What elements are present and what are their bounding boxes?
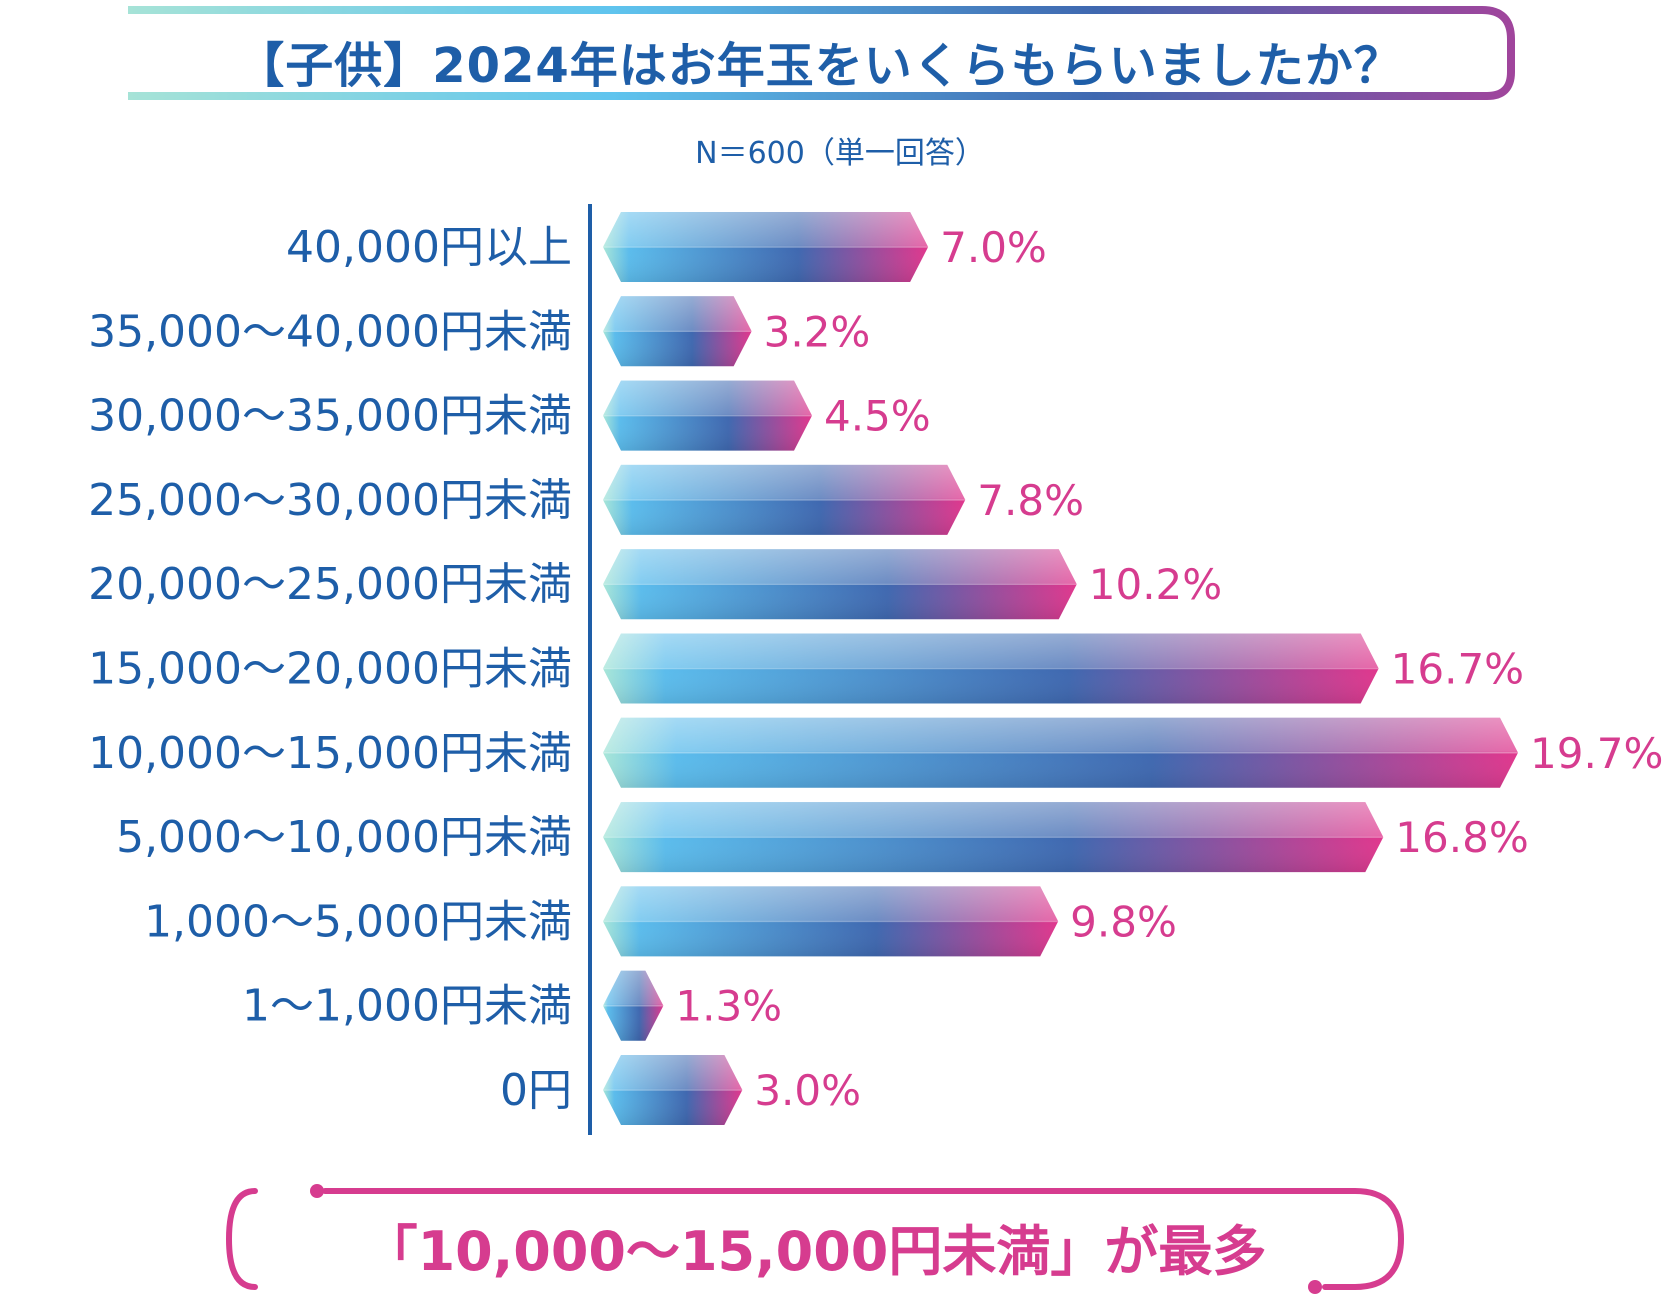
bar-chart: 40,000円以上 7.0% 35,000～40,000円未満 3.2% 30,000～…	[88, 204, 1663, 1135]
bar-highlight	[603, 717, 1518, 788]
title-border	[128, 6, 1515, 100]
value-label: 16.8%	[1395, 813, 1528, 862]
category-label: 40,000円以上	[286, 222, 572, 273]
footer-frame: 「10,000～15,000円未満」が最多	[225, 1183, 1405, 1295]
value-label: 10.2%	[1089, 560, 1222, 609]
bar-highlight	[603, 1055, 743, 1125]
value-label: 7.8%	[977, 476, 1084, 525]
value-label: 19.7%	[1530, 729, 1663, 778]
bar-highlight	[603, 633, 1379, 704]
bar-highlight	[603, 212, 929, 282]
category-label: 35,000～40,000円未満	[88, 306, 572, 357]
bar-highlight	[603, 970, 664, 1041]
chart-subtitle: N＝600（単一回答）	[695, 136, 985, 171]
value-label: 7.0%	[940, 223, 1047, 272]
category-label: 15,000～20,000円未満	[88, 644, 572, 695]
bar-highlight	[603, 549, 1077, 620]
bar-highlight	[603, 886, 1059, 957]
bar-highlight	[603, 464, 966, 535]
value-label: 3.2%	[764, 307, 871, 356]
bar-highlight	[603, 802, 1384, 873]
category-label: 1,000～5,000円未満	[144, 896, 572, 947]
category-label: 10,000～15,000円未満	[88, 728, 572, 779]
value-label: 4.5%	[824, 392, 931, 441]
chart-title: 【子供】2024年はお年玉をいくらもらいましたか？	[236, 38, 1403, 94]
bar-highlight	[603, 380, 813, 451]
footer-conclusion: 「10,000～15,000円未満」が最多	[363, 1220, 1267, 1283]
category-label: 30,000～35,000円未満	[88, 391, 572, 442]
category-label: 20,000～25,000円未満	[88, 559, 572, 610]
value-label: 1.3%	[675, 982, 782, 1031]
bar-highlight	[603, 296, 752, 367]
category-label: 25,000～30,000円未満	[88, 475, 572, 526]
title-frame: 【子供】2024年はお年玉をいくらもらいましたか？	[122, 4, 1517, 102]
value-label: 16.7%	[1391, 645, 1524, 694]
category-label: 5,000～10,000円未満	[116, 812, 572, 863]
category-label: 1～1,000円未満	[242, 981, 572, 1032]
value-label: 3.0%	[754, 1066, 861, 1115]
category-label: 0円	[500, 1065, 572, 1116]
footer-border	[225, 1184, 1405, 1294]
value-label: 9.8%	[1070, 897, 1177, 946]
